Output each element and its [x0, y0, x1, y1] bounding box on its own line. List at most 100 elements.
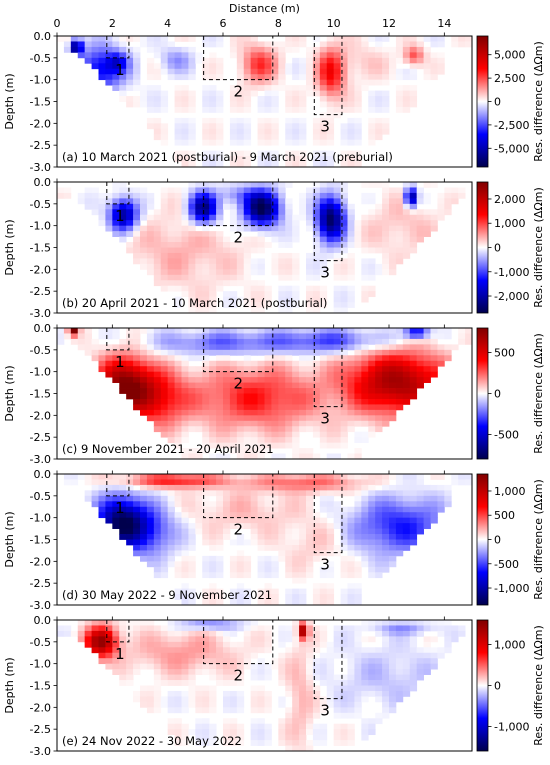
- heatmap-cell: [347, 242, 355, 248]
- heatmap-cell: [285, 242, 293, 248]
- heatmap-cell: [389, 652, 397, 659]
- heatmap-cell: [174, 198, 182, 205]
- heatmap-cell: [368, 349, 376, 356]
- heatmap-cell: [368, 333, 376, 340]
- heatmap-cell: [153, 658, 162, 665]
- heatmap-cell: [153, 96, 162, 102]
- heatmap-cell: [160, 258, 169, 265]
- heatmap-cell: [458, 338, 466, 345]
- heatmap-cell: [361, 349, 369, 356]
- heatmap-cell: [402, 523, 411, 529]
- heatmap-cell: [236, 360, 245, 367]
- heatmap-cell: [140, 393, 148, 400]
- heatmap-cell: [264, 150, 272, 157]
- heatmap-cell: [160, 214, 169, 221]
- heatmap-cell: [167, 57, 175, 64]
- heatmap-cell: [181, 696, 189, 703]
- heatmap-cell: [105, 52, 113, 59]
- heatmap-cell: [112, 46, 120, 53]
- heatmap-cell: [340, 161, 348, 168]
- heatmap-cell: [389, 220, 397, 227]
- heatmap-cell: [382, 355, 390, 362]
- heatmap-cell: [98, 74, 106, 81]
- heatmap-cell: [395, 360, 404, 367]
- heatmap-cell: [236, 90, 245, 97]
- heatmap-cell: [361, 512, 369, 519]
- heatmap-cell: [216, 420, 224, 427]
- heatmap-cell: [153, 409, 162, 416]
- heatmap-cell: [368, 242, 376, 248]
- heatmap-cell: [202, 307, 210, 314]
- colorbar-tick-label: -2,000: [494, 290, 529, 303]
- heatmap-cell: [250, 636, 258, 643]
- heatmap-cell: [389, 625, 397, 632]
- heatmap-cell: [174, 630, 182, 637]
- heatmap-cell: [333, 544, 341, 551]
- heatmap-cell: [229, 90, 238, 97]
- heatmap-cell: [140, 484, 148, 491]
- heatmap-cell: [409, 506, 418, 513]
- heatmap-cell: [174, 523, 182, 529]
- heatmap-cell: [333, 740, 341, 746]
- heatmap-cell: [153, 652, 162, 659]
- y-tick-label: -2.0: [30, 117, 51, 130]
- heatmap-cell: [347, 690, 355, 697]
- heatmap-cell: [112, 57, 120, 64]
- heatmap-cell: [250, 187, 258, 194]
- heatmap-cell: [299, 701, 307, 708]
- heatmap-cell: [285, 371, 293, 378]
- heatmap-cell: [299, 680, 307, 686]
- heatmap-cell: [430, 366, 438, 373]
- heatmap-cell: [223, 198, 231, 205]
- heatmap-cell: [105, 512, 113, 519]
- heatmap-cell: [257, 198, 265, 205]
- heatmap-cell: [402, 630, 411, 637]
- heatmap-cell: [250, 517, 258, 524]
- heatmap-cell: [326, 685, 335, 692]
- heatmap-cell: [271, 117, 279, 124]
- heatmap-cell: [292, 269, 300, 276]
- heatmap-cell: [319, 594, 328, 600]
- heatmap-cell: [236, 263, 245, 270]
- heatmap-cell: [133, 231, 141, 237]
- heatmap-cell: [216, 409, 224, 416]
- heatmap-cell: [195, 740, 203, 746]
- heatmap-cell: [306, 360, 314, 367]
- heatmap-cell: [174, 442, 182, 449]
- heatmap-cell: [292, 96, 300, 102]
- heatmap-cell: [257, 685, 265, 692]
- heatmap-cell: [105, 74, 113, 81]
- heatmap-cell: [223, 431, 231, 438]
- heatmap-cell: [299, 426, 307, 433]
- heatmap-cell: [395, 495, 404, 502]
- heatmap-cell: [57, 625, 65, 632]
- heatmap-cell: [354, 377, 362, 383]
- heatmap-cell: [382, 388, 390, 394]
- heatmap-cell: [306, 517, 314, 524]
- heatmap-cell: [299, 506, 307, 513]
- heatmap-cell: [223, 377, 231, 383]
- heatmap-cell: [257, 674, 265, 681]
- heatmap-cell: [133, 79, 141, 86]
- heatmap-cell: [91, 63, 99, 70]
- heatmap-cell: [361, 57, 369, 64]
- heatmap-cell: [347, 506, 355, 513]
- heatmap-cell: [340, 274, 348, 281]
- heatmap-cell: [389, 57, 397, 64]
- heatmap-cell: [451, 625, 459, 632]
- heatmap-cell: [389, 333, 397, 340]
- heatmap-cell: [257, 555, 265, 562]
- heatmap-cell: [340, 85, 348, 91]
- heatmap-cell: [209, 534, 217, 540]
- heatmap-cell: [271, 528, 279, 535]
- heatmap-cell: [340, 712, 348, 719]
- heatmap-cell: [368, 506, 376, 513]
- heatmap-cell: [333, 409, 341, 416]
- heatmap-cell: [57, 630, 65, 637]
- heatmap-cell: [402, 85, 411, 91]
- heatmap-cell: [257, 523, 265, 529]
- heatmap-cell: [202, 437, 210, 444]
- heatmap-cell: [257, 307, 265, 314]
- heatmap-cell: [444, 641, 452, 648]
- heatmap-cell: [312, 285, 321, 292]
